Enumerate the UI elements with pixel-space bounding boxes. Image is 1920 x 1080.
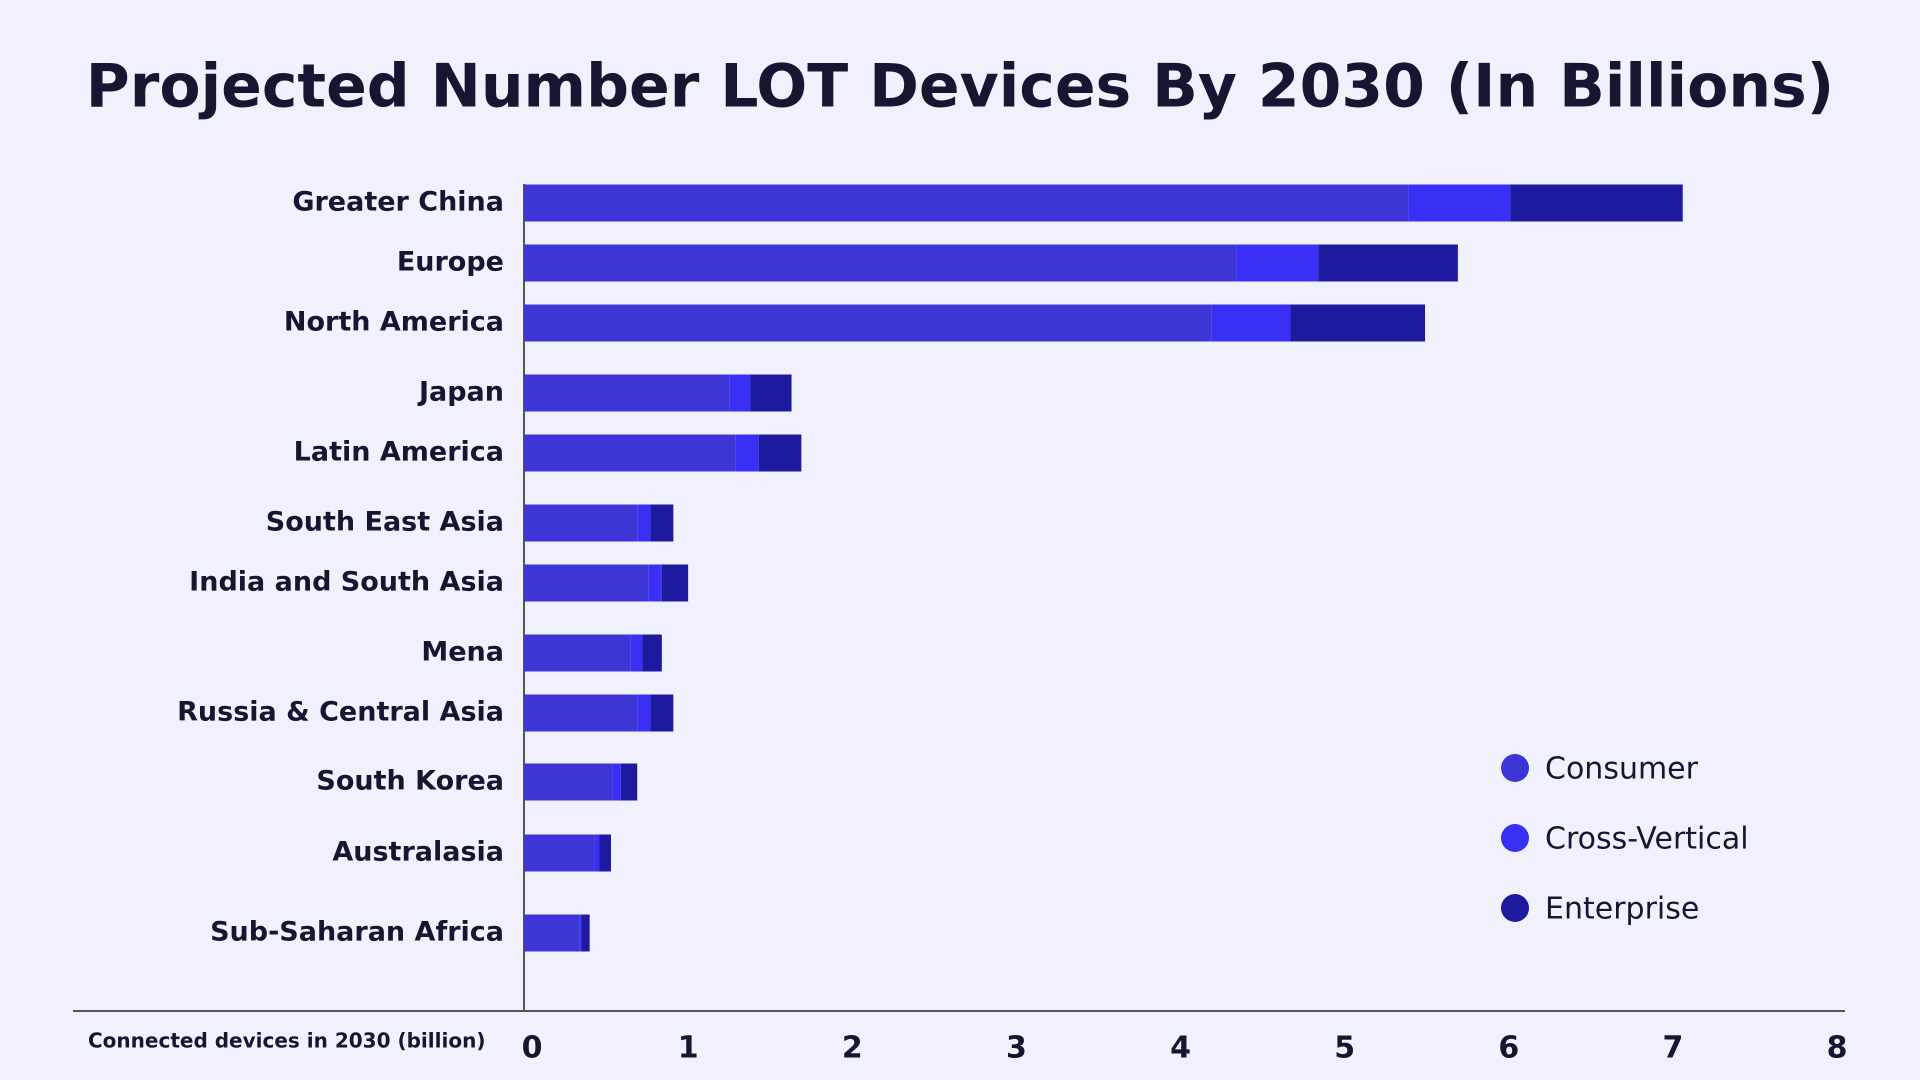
bar-segment (637, 694, 651, 732)
bar-segment (729, 374, 751, 412)
bar-segment (524, 434, 736, 472)
x-tick-label: 6 (1498, 1031, 1519, 1066)
bar-segment (524, 763, 613, 801)
bar-segment (1510, 184, 1683, 222)
bar-segment (581, 914, 590, 952)
y-tick-label: Europe (397, 247, 504, 278)
bar-segment (524, 634, 631, 672)
y-tick-label: South Korea (316, 766, 504, 797)
chart-title: Projected Number LOT Devices By 2030 (In… (86, 52, 1834, 122)
bar-segment (1290, 304, 1426, 342)
bar-segment (758, 434, 802, 472)
legend-label: Enterprise (1545, 892, 1699, 927)
bar-segment (661, 564, 689, 602)
bar-segment (630, 634, 643, 672)
bar-segment (594, 834, 600, 872)
x-tick-label: 1 (678, 1031, 699, 1066)
bar-segment (1408, 184, 1511, 222)
x-tick-label: 5 (1334, 1031, 1355, 1066)
legend-label: Cross-Vertical (1545, 822, 1749, 857)
bar-segment (524, 374, 730, 412)
x-tick-label: 8 (1827, 1031, 1848, 1066)
bar-segment (735, 434, 759, 472)
x-tick-label: 7 (1662, 1031, 1683, 1066)
bar-segment (612, 763, 621, 801)
bar-segment (579, 914, 582, 952)
bar-segment (599, 834, 611, 872)
bar-segment (650, 694, 674, 732)
legend-label: Consumer (1545, 752, 1699, 787)
bar-segment (1236, 244, 1319, 282)
bar-segment (650, 504, 674, 542)
x-tick-label: 3 (1006, 1031, 1027, 1066)
y-tick-label: Mena (421, 637, 504, 668)
bar-segment (524, 504, 638, 542)
y-tick-label: Australasia (332, 837, 504, 868)
bar-segment (524, 694, 638, 732)
bar-segment (524, 834, 595, 872)
y-tick-label: Greater China (292, 187, 504, 218)
bar-segment (637, 504, 651, 542)
bar-segment (524, 914, 580, 952)
bar-segment (1211, 304, 1291, 342)
x-tick-label: 0 (522, 1031, 543, 1066)
y-tick-label: Russia & Central Asia (177, 697, 504, 728)
bar-segment (648, 564, 662, 602)
legend-swatch (1501, 754, 1529, 782)
bar-segment (1318, 244, 1458, 282)
y-tick-label: India and South Asia (189, 567, 504, 598)
bar-segment (524, 304, 1212, 342)
y-tick-label: North America (284, 307, 504, 338)
bar-segment (524, 184, 1409, 222)
bar-segment (642, 634, 662, 672)
y-tick-label: Japan (417, 377, 504, 408)
legend-swatch (1501, 894, 1529, 922)
x-tick-label: 4 (1170, 1031, 1191, 1066)
bar-segment (620, 763, 638, 801)
x-tick-label: 2 (842, 1031, 863, 1066)
y-tick-label: Latin America (294, 437, 504, 468)
y-tick-label: Sub-Saharan Africa (210, 917, 504, 948)
bar-segment (524, 244, 1237, 282)
bar-segment (524, 564, 649, 602)
y-tick-label: South East Asia (266, 507, 504, 538)
bar-segment (750, 374, 792, 412)
x-axis-label: Connected devices in 2030 (billion) (88, 1029, 485, 1053)
legend-swatch (1501, 824, 1529, 852)
